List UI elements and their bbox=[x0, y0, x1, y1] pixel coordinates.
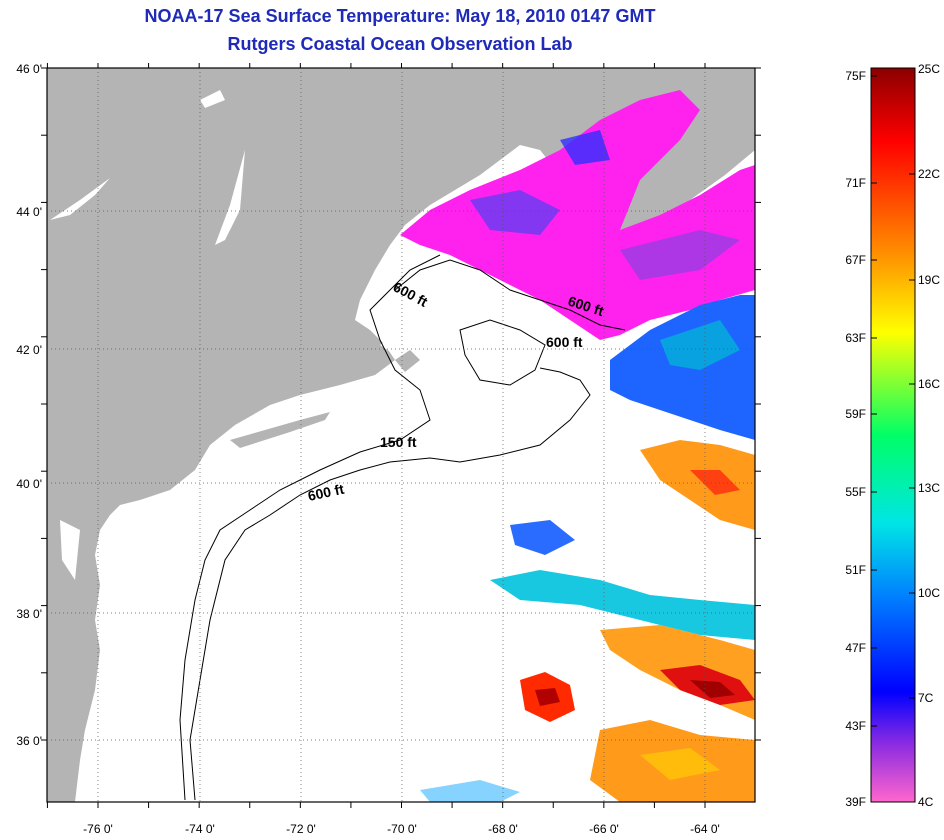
colorbar-fahrenheit-labels: 75F 71F 67F 63F 59F 55F 51F 47F 43F 39F bbox=[845, 69, 866, 809]
sst-gulf-of-maine bbox=[400, 90, 755, 340]
contour-label-georges: 600 ft bbox=[546, 334, 583, 350]
contour-label-shelf: 600 ft bbox=[306, 481, 345, 504]
cb-c-7: 7C bbox=[918, 691, 934, 705]
cb-f-67: 67F bbox=[845, 253, 866, 267]
lat-label-46: 46 0' bbox=[16, 62, 42, 76]
cb-c-19: 19C bbox=[918, 273, 940, 287]
contour-600ft-gulf bbox=[394, 259, 626, 331]
sst-dark-red bbox=[690, 680, 735, 698]
sst-south-mixed bbox=[420, 780, 520, 802]
lat-label-38: 38 0' bbox=[16, 607, 42, 621]
lat-label-42: 42 0' bbox=[16, 343, 42, 357]
cb-f-43: 43F bbox=[845, 719, 866, 733]
cb-c-13: 13C bbox=[918, 481, 940, 495]
cb-c-22: 22C bbox=[918, 167, 940, 181]
lon-label-66: -66 0' bbox=[589, 822, 619, 836]
lon-label-68: -68 0' bbox=[488, 822, 518, 836]
cb-c-16: 16C bbox=[918, 377, 940, 391]
lon-label-72: -72 0' bbox=[286, 822, 316, 836]
map-subtitle: Rutgers Coastal Ocean Observation Lab bbox=[227, 34, 573, 54]
cb-f-75: 75F bbox=[845, 69, 866, 83]
sst-hot-spot-core bbox=[535, 688, 560, 706]
map-ticks bbox=[41, 63, 761, 808]
contour-150ft bbox=[179, 254, 441, 801]
contour-georges-bank bbox=[459, 319, 546, 386]
land-mainland bbox=[47, 68, 755, 802]
sst-mid-cyan bbox=[490, 570, 755, 640]
cb-f-63: 63F bbox=[845, 331, 866, 345]
cb-f-47: 47F bbox=[845, 641, 866, 655]
contour-label-150: 150 ft bbox=[380, 434, 417, 450]
sst-south-yellow bbox=[640, 748, 720, 780]
sst-mid-blue bbox=[510, 520, 575, 555]
lon-label-76: -76 0' bbox=[83, 822, 113, 836]
sst-warm-orange-1 bbox=[640, 440, 755, 530]
cb-f-39: 39F bbox=[845, 795, 866, 809]
cb-c-10: 10C bbox=[918, 586, 940, 600]
lat-label-40: 40 0' bbox=[16, 477, 42, 491]
sst-gulf-blue-1 bbox=[470, 190, 560, 235]
cb-c-25: 25C bbox=[918, 62, 940, 76]
land-nova-scotia bbox=[595, 95, 755, 240]
sst-slope-cyan bbox=[660, 320, 740, 370]
colorbar-celsius-labels: 25C 22C 19C 16C 13C 10C 7C 4C bbox=[918, 62, 940, 809]
depth-contours bbox=[179, 254, 626, 801]
colorbar bbox=[870, 67, 916, 803]
lon-label-70: -70 0' bbox=[387, 822, 417, 836]
lat-label-36: 36 0' bbox=[16, 734, 42, 748]
cb-f-59: 59F bbox=[845, 407, 866, 421]
land-cape-cod bbox=[395, 350, 420, 372]
sst-gulf-purple bbox=[620, 230, 740, 280]
cb-f-71: 71F bbox=[845, 176, 866, 190]
cb-f-51: 51F bbox=[845, 563, 866, 577]
cb-f-55: 55F bbox=[845, 485, 866, 499]
sst-gulf-blue-2 bbox=[560, 130, 610, 165]
lon-label-74: -74 0' bbox=[185, 822, 215, 836]
map-title: NOAA-17 Sea Surface Temperature: May 18,… bbox=[144, 6, 656, 26]
sst-warm-red-1 bbox=[690, 470, 740, 495]
lon-label-64: -64 0' bbox=[690, 822, 720, 836]
lat-label-44: 44 0' bbox=[16, 205, 42, 219]
cb-c-4: 4C bbox=[918, 795, 934, 809]
land-long-island bbox=[230, 412, 330, 448]
colorbar-ticks bbox=[871, 67, 915, 803]
contour-600ft-shelf bbox=[189, 367, 591, 801]
